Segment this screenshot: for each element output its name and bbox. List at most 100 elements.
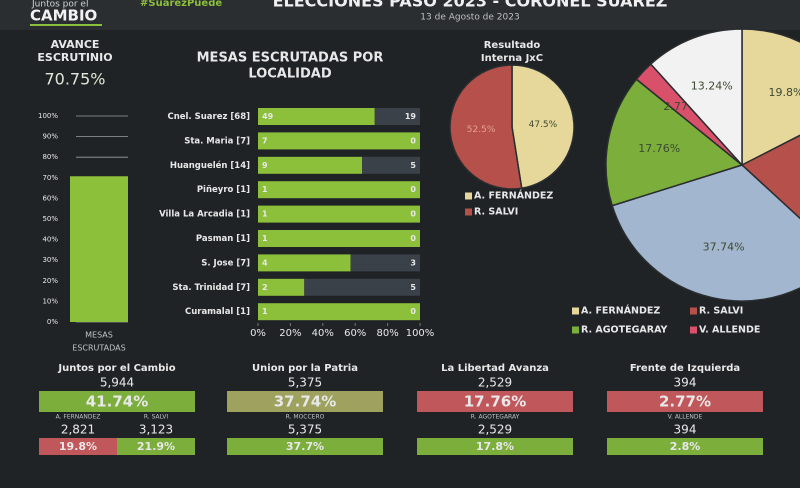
data-label: 13.24% — [691, 79, 733, 92]
bar-segment — [258, 205, 420, 223]
chart-title: Interna JxC — [481, 53, 543, 64]
party-votes: 394 — [674, 376, 697, 390]
data-label: 17.76% — [638, 142, 680, 155]
bar-segment — [258, 108, 375, 125]
chart-title: Resultado — [484, 40, 541, 51]
y-tick-label: 90% — [42, 133, 58, 141]
bar-segment — [362, 156, 420, 174]
chart-title: ESCRUTINIO — [37, 51, 112, 64]
data-label: 0 — [410, 136, 416, 145]
data-label: 5 — [410, 283, 416, 292]
y-tick-label: 20% — [42, 277, 58, 285]
x-tick-label: 100% — [406, 328, 435, 339]
y-tick-label: 10% — [42, 297, 58, 305]
category-label: Cnel. Suarez [68] — [167, 112, 250, 122]
y-tick-label: 40% — [42, 236, 58, 244]
candidate-votes: 5,375 — [288, 423, 322, 437]
data-label: 0 — [410, 210, 416, 219]
data-label: 4 — [262, 258, 268, 267]
party-pct-bg — [227, 391, 383, 412]
bar-segment — [258, 303, 420, 321]
legend-label: R. SALVI — [474, 207, 518, 218]
pie-slice — [449, 64, 523, 190]
party-name: La Libertad Avanza — [441, 363, 549, 374]
candidate-votes: 394 — [674, 423, 697, 437]
legend-label: A. FERNÁNDEZ — [581, 305, 660, 317]
party-pct: 2.77% — [659, 393, 711, 411]
party-pct-bg — [607, 391, 763, 412]
candidate-pct-bg — [417, 438, 573, 455]
data-label: 1 — [262, 307, 268, 316]
bar-segment — [350, 254, 420, 272]
bar-segment — [258, 278, 305, 296]
party-name: Union por la Patria — [252, 363, 358, 374]
bar-segment — [258, 181, 420, 199]
candidate-pct-bg — [607, 438, 763, 455]
party-pct-bg — [39, 391, 195, 412]
pie-slice — [741, 28, 800, 167]
bar-segment — [374, 108, 420, 125]
data-label: 19.8% — [769, 86, 800, 99]
candidate-votes: 2,821 — [61, 423, 95, 437]
category-label: S. Jose [7] — [201, 258, 250, 268]
data-label: 0 — [410, 307, 416, 316]
bar-segment — [258, 132, 420, 150]
main-title: ELECCIONES PASO 2023 - CORONEL SUAREZ — [273, 0, 668, 11]
y-tick-label: 100% — [38, 112, 58, 120]
candidate-pct-bg — [227, 438, 383, 455]
header-band — [0, 0, 800, 30]
x-tick-label: 60% — [344, 328, 366, 339]
y-tick-label: 30% — [42, 256, 58, 264]
data-label: 0 — [410, 234, 416, 243]
chart-title: LOCALIDAD — [248, 67, 331, 82]
candidate-name: R. SALVI — [144, 414, 169, 421]
pie-slice — [611, 164, 800, 302]
candidate-pct: 19.8% — [59, 440, 97, 453]
category-label: Sta. Maria [7] — [184, 136, 250, 146]
data-label: 1 — [262, 210, 268, 219]
legend-swatch — [572, 307, 579, 315]
candidate-pct-bg — [39, 438, 117, 455]
party-pct: 41.74% — [86, 393, 148, 411]
bar-segment — [258, 254, 351, 272]
x-tick-label: 20% — [279, 328, 301, 339]
candidate-votes: 2,529 — [478, 423, 512, 437]
candidate-pct: 21.9% — [137, 440, 175, 453]
chart-title: MESAS ESCRUTADAS POR — [197, 51, 384, 66]
data-label: 49 — [262, 112, 274, 121]
y-tick-label: 80% — [42, 153, 58, 161]
legend-label: V. ALLENDE — [699, 325, 760, 336]
x-tick-label: 40% — [312, 328, 334, 339]
legend-label: R. AGOTEGARAY — [581, 325, 668, 336]
bar — [70, 176, 128, 322]
legend-swatch — [465, 208, 472, 216]
category-label: Huanguelén [14] — [170, 160, 250, 171]
pie-slice — [511, 64, 575, 190]
party-pct: 37.74% — [274, 393, 336, 411]
y-tick-label: 0% — [47, 318, 58, 326]
data-label: 5 — [410, 161, 416, 170]
x-tick-label: MESAS — [85, 331, 113, 340]
pie-slice — [649, 28, 743, 167]
category-label: Villa La Arcadia [1] — [159, 210, 250, 220]
data-label: 52.5% — [467, 125, 496, 135]
data-label: 1 — [262, 185, 268, 194]
party-pct: 17.76% — [464, 393, 526, 411]
category-label: Pasman [1] — [196, 234, 250, 244]
party-pct-bg — [417, 391, 573, 412]
legend-swatch — [572, 326, 579, 334]
legend-swatch — [690, 326, 697, 334]
hashtag: #SuarezPuede — [140, 0, 222, 9]
party-votes: 5,375 — [288, 376, 322, 390]
x-tick-label: ESCRUTADAS — [72, 344, 125, 353]
y-tick-label: 50% — [42, 215, 58, 223]
avance-value: 70.75% — [44, 70, 105, 89]
party-votes: 5,944 — [100, 376, 134, 390]
x-tick-label: 80% — [376, 328, 398, 339]
legend-label: A. FERNÁNDEZ — [474, 190, 553, 202]
category-label: Sta. Trinidad [7] — [172, 283, 250, 293]
brand-underline — [30, 24, 102, 26]
legend-swatch — [690, 307, 697, 315]
date: 13 de Agosto de 2023 — [420, 13, 519, 23]
